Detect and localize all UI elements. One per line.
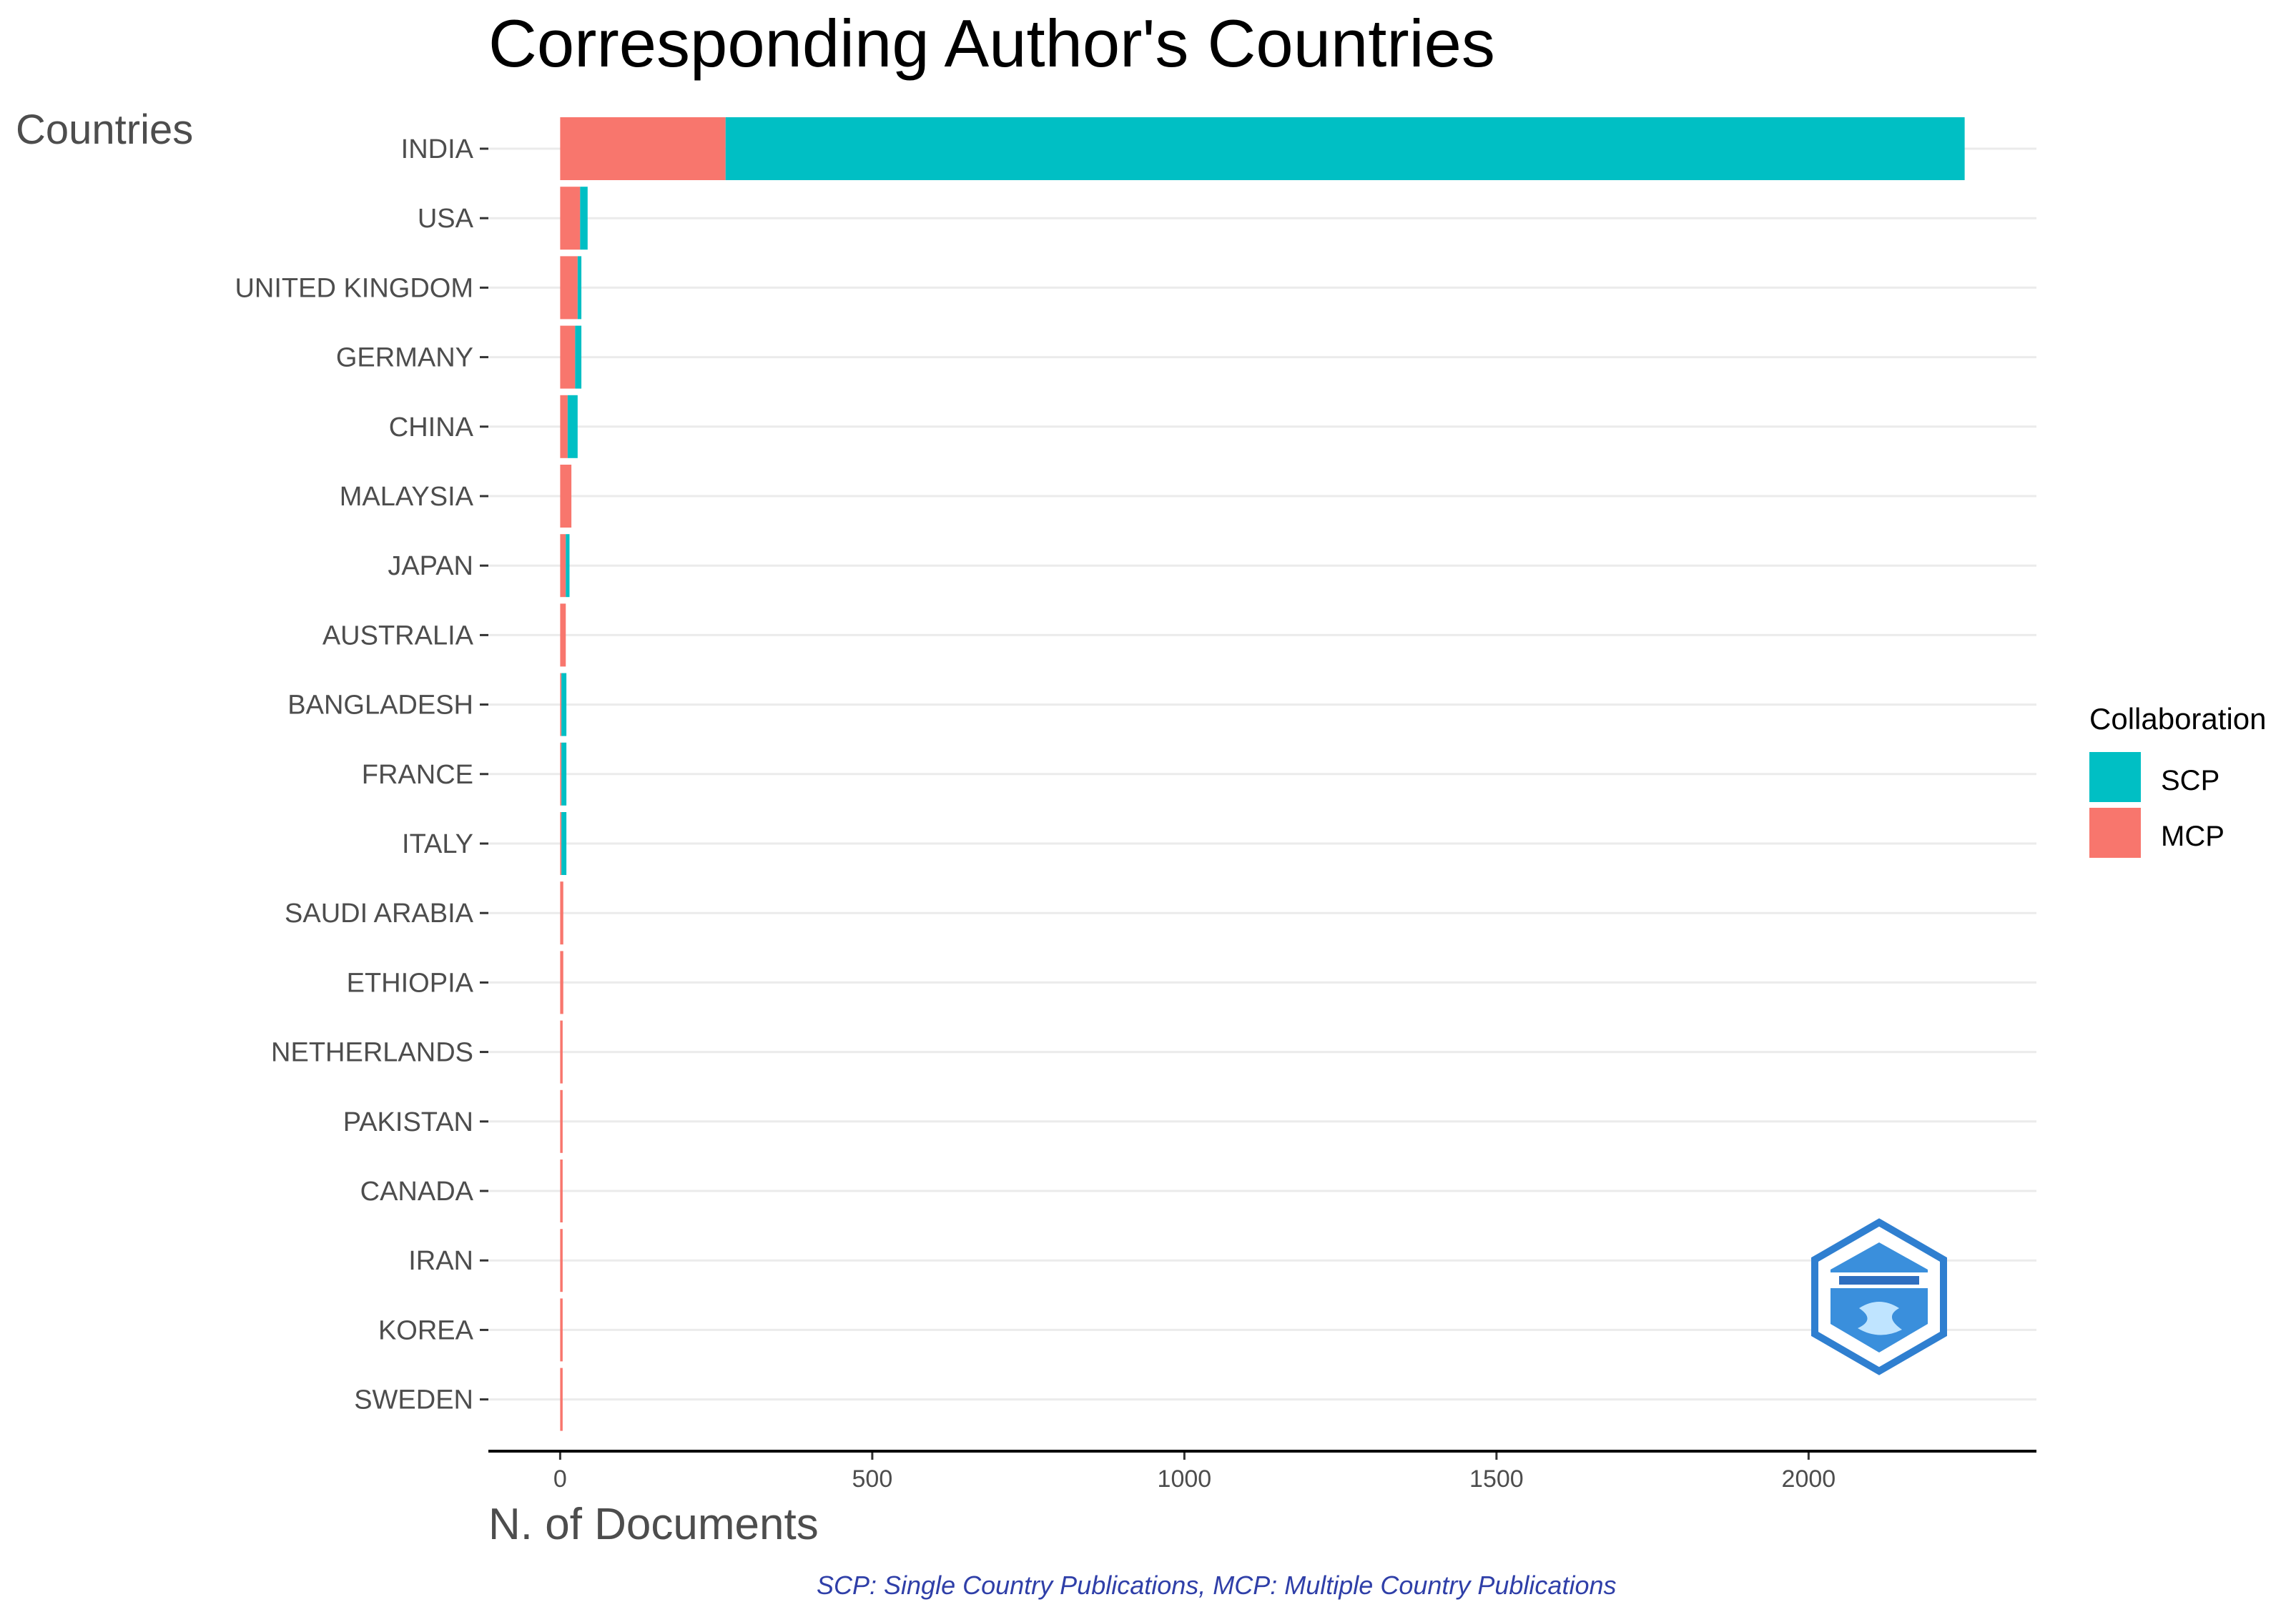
chart-title: Corresponding Author's Countries — [488, 6, 1495, 81]
bar-mcp-japan[interactable] — [560, 534, 566, 598]
bar-mcp-iran[interactable] — [560, 1229, 563, 1292]
grid-lines — [488, 147, 2036, 1401]
bar-mcp-france[interactable] — [560, 742, 562, 806]
x-tick-label-0: 0 — [553, 1465, 567, 1493]
y-tick-label-france: FRANCE — [362, 760, 473, 790]
y-tick-label-bangladesh: BANGLADESH — [287, 691, 473, 721]
bar-mcp-canada[interactable] — [560, 1159, 563, 1222]
y-tick-label-ethiopia: ETHIOPIA — [347, 968, 474, 998]
y-tick-label-italy: ITALY — [402, 829, 473, 859]
x-tick-label-2000: 2000 — [1782, 1465, 1836, 1493]
legend[interactable]: Collaboration SCP MCP — [2089, 702, 2267, 858]
bar-scp-china[interactable] — [567, 395, 578, 458]
y-tick-label-united-kingdom: UNITED KINGDOM — [235, 273, 473, 303]
bars — [560, 117, 1965, 1431]
bar-scp-india[interactable] — [725, 117, 1965, 180]
x-axis-ticks: 0 500 1000 1500 2000 — [553, 1451, 1836, 1493]
bar-mcp-germany[interactable] — [560, 325, 576, 389]
bar-scp-bangladesh[interactable] — [561, 673, 567, 736]
bar-mcp-italy[interactable] — [560, 812, 562, 875]
bar-mcp-india[interactable] — [560, 117, 726, 180]
y-tick-label-malaysia: MALAYSIA — [340, 482, 474, 512]
x-tick-label-1000: 1000 — [1158, 1465, 1212, 1493]
y-tick-label-australia: AUSTRALIA — [322, 620, 474, 651]
legend-swatch-mcp — [2089, 808, 2141, 858]
legend-title: Collaboration — [2089, 702, 2267, 736]
bar-scp-usa[interactable] — [580, 187, 588, 250]
y-tick-label-usa: USA — [418, 204, 474, 234]
y-tick-label-iran: IRAN — [408, 1246, 473, 1276]
bar-mcp-china[interactable] — [560, 395, 568, 458]
y-tick-label-canada: CANADA — [360, 1177, 474, 1207]
bar-scp-germany[interactable] — [575, 325, 582, 389]
y-tick-label-saudi-arabia: SAUDI ARABIA — [285, 899, 474, 929]
x-tick-label-500: 500 — [852, 1465, 893, 1493]
bar-mcp-saudi-arabia[interactable] — [560, 881, 563, 945]
bar-mcp-united-kingdom[interactable] — [560, 256, 578, 320]
bar-mcp-sweden[interactable] — [560, 1368, 563, 1431]
caption: SCP: Single Country Publications, MCP: M… — [817, 1571, 1617, 1600]
bar-scp-italy[interactable] — [561, 812, 567, 875]
bar-mcp-ethiopia[interactable] — [560, 951, 563, 1014]
legend-label-mcp: MCP — [2161, 821, 2224, 852]
legend-swatch-scp — [2089, 752, 2141, 802]
y-tick-label-netherlands: NETHERLANDS — [271, 1038, 473, 1068]
bar-mcp-malaysia[interactable] — [560, 465, 572, 528]
bar-scp-japan[interactable] — [566, 534, 570, 598]
bar-mcp-korea[interactable] — [560, 1298, 563, 1362]
y-tick-label-germany: GERMANY — [336, 343, 473, 373]
y-axis-ticks: INDIA USA UNITED KINGDOM GERMANY CHINA MALAYS… — [235, 134, 488, 1415]
bar-mcp-netherlands[interactable] — [560, 1020, 563, 1084]
y-tick-label-korea: KOREA — [378, 1315, 474, 1345]
x-tick-label-1500: 1500 — [1469, 1465, 1524, 1493]
y-tick-label-china: CHINA — [389, 412, 474, 442]
bar-scp-united-kingdom[interactable] — [577, 256, 582, 320]
bar-mcp-pakistan[interactable] — [560, 1089, 563, 1153]
y-tick-label-india: INDIA — [401, 134, 474, 164]
bar-mcp-bangladesh[interactable] — [560, 673, 562, 736]
bar-mcp-usa[interactable] — [560, 187, 581, 250]
y-tick-label-japan: JAPAN — [388, 551, 473, 581]
hexagon-logo-icon — [1811, 1218, 1947, 1375]
y-axis-title: Countries — [16, 107, 193, 153]
bar-scp-france[interactable] — [561, 742, 567, 806]
bar-mcp-australia[interactable] — [560, 603, 566, 667]
legend-label-scp: SCP — [2161, 765, 2219, 796]
x-axis-title: N. of Documents — [488, 1500, 819, 1549]
y-tick-label-sweden: SWEDEN — [354, 1385, 473, 1415]
y-tick-label-pakistan: PAKISTAN — [343, 1107, 473, 1137]
